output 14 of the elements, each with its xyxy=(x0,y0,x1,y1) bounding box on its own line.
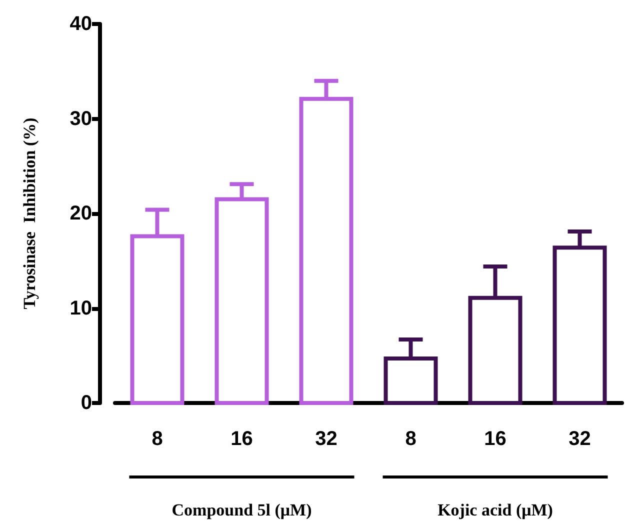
y-tick-label: 30 xyxy=(70,108,92,130)
text: Kojic acid (μM) xyxy=(438,500,553,520)
y-axis-title: Tyrosinase Inhibition (%) xyxy=(20,118,39,310)
y-tick-label: 10 xyxy=(70,297,92,320)
x-tick-label: 8 xyxy=(152,428,163,450)
x-tick-label: 32 xyxy=(315,428,338,450)
x-tick-label: 32 xyxy=(568,428,591,450)
y-tick-label: 20 xyxy=(70,202,92,224)
x-tick-label: 16 xyxy=(230,428,253,450)
x-tick-label: 16 xyxy=(484,428,506,450)
y-tick-label: 40 xyxy=(70,13,92,35)
x-tick-label: 8 xyxy=(405,428,416,450)
y-tick-label: 0 xyxy=(80,392,92,414)
text: Compound 5l (μM) xyxy=(172,500,312,520)
